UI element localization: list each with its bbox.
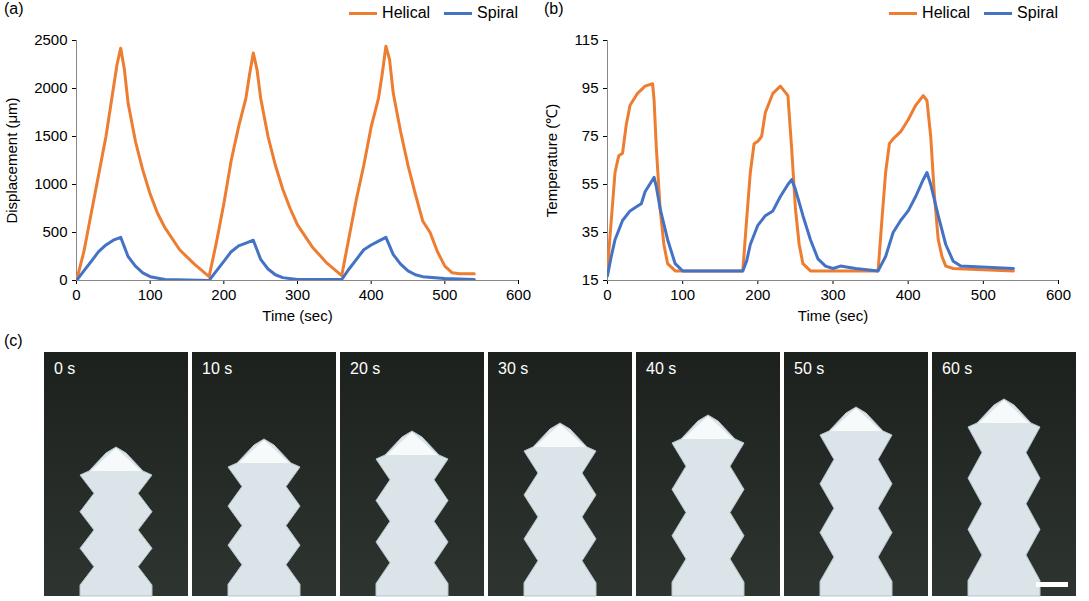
svg-text:Time (sec): Time (sec) bbox=[798, 307, 868, 324]
svg-text:600: 600 bbox=[1046, 286, 1071, 303]
html-text:Spiral: Spiral bbox=[477, 4, 518, 21]
svg-text:(c): (c) bbox=[4, 332, 23, 349]
svg-text:200: 200 bbox=[211, 286, 236, 303]
svg-text:400: 400 bbox=[359, 286, 384, 303]
html-text:Helical: Helical bbox=[922, 4, 971, 21]
html-text:Spiral: Spiral bbox=[1017, 4, 1058, 21]
svg-text:100: 100 bbox=[138, 286, 163, 303]
svg-text:55: 55 bbox=[582, 175, 599, 192]
svg-text:0: 0 bbox=[603, 286, 611, 303]
svg-text:115: 115 bbox=[575, 31, 599, 48]
svg-text:300: 300 bbox=[285, 286, 310, 303]
svg-text:Temperature (℃): Temperature (℃) bbox=[543, 104, 560, 217]
svg-text:0: 0 bbox=[72, 286, 80, 303]
svg-text:100: 100 bbox=[670, 286, 695, 303]
svg-text:600: 600 bbox=[506, 286, 531, 303]
svg-text:50 s: 50 s bbox=[794, 360, 824, 377]
svg-text:Time (sec): Time (sec) bbox=[262, 307, 332, 324]
svg-text:95: 95 bbox=[582, 79, 599, 96]
html-text:(a): (a) bbox=[4, 0, 24, 17]
svg-text:1500: 1500 bbox=[34, 127, 67, 144]
svg-text:60 s: 60 s bbox=[942, 360, 972, 377]
svg-text:30 s: 30 s bbox=[498, 360, 528, 377]
svg-text:2500: 2500 bbox=[34, 31, 67, 48]
svg-text:0 s: 0 s bbox=[54, 360, 75, 377]
html-text:(b): (b) bbox=[544, 0, 564, 17]
svg-text:40 s: 40 s bbox=[646, 360, 676, 377]
svg-text:500: 500 bbox=[432, 286, 457, 303]
svg-text:400: 400 bbox=[896, 286, 921, 303]
svg-text:75: 75 bbox=[582, 127, 599, 144]
svg-text:300: 300 bbox=[820, 286, 845, 303]
svg-text:0: 0 bbox=[59, 271, 67, 288]
svg-text:20 s: 20 s bbox=[350, 360, 380, 377]
svg-text:Displacement (μm): Displacement (μm) bbox=[3, 97, 20, 223]
svg-text:500: 500 bbox=[971, 286, 996, 303]
svg-text:2000: 2000 bbox=[34, 79, 67, 96]
svg-text:35: 35 bbox=[582, 223, 599, 240]
svg-text:10 s: 10 s bbox=[202, 360, 232, 377]
svg-text:500: 500 bbox=[42, 223, 67, 240]
svg-text:15: 15 bbox=[582, 271, 599, 288]
html-text:Helical: Helical bbox=[382, 4, 431, 21]
svg-text:200: 200 bbox=[745, 286, 770, 303]
svg-text:1000: 1000 bbox=[34, 175, 67, 192]
